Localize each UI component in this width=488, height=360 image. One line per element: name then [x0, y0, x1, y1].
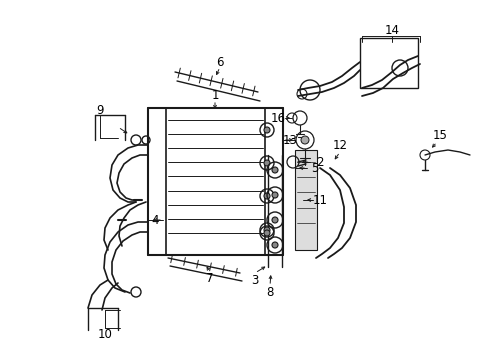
Circle shape: [271, 192, 278, 198]
Text: 2: 2: [316, 156, 323, 168]
Text: 7: 7: [206, 271, 213, 284]
Text: 6: 6: [216, 55, 224, 68]
Circle shape: [264, 160, 269, 166]
Text: 13: 13: [282, 134, 297, 147]
Bar: [359, 38, 417, 88]
Text: 11: 11: [312, 194, 327, 207]
Text: 4: 4: [151, 213, 159, 226]
Text: 12: 12: [332, 139, 347, 152]
Circle shape: [271, 242, 278, 248]
Circle shape: [271, 167, 278, 173]
Text: 3: 3: [251, 274, 258, 287]
Text: 5: 5: [311, 162, 318, 175]
Text: 8: 8: [266, 285, 273, 298]
Bar: [294, 150, 316, 250]
Text: 16: 16: [270, 112, 285, 125]
Circle shape: [271, 217, 278, 223]
Text: 10: 10: [98, 328, 112, 342]
Text: 15: 15: [432, 129, 447, 141]
Circle shape: [264, 193, 269, 199]
Circle shape: [301, 136, 308, 144]
Circle shape: [264, 127, 269, 133]
Text: 1: 1: [211, 89, 218, 102]
Circle shape: [264, 230, 269, 236]
Circle shape: [264, 227, 269, 233]
Text: 9: 9: [96, 104, 103, 117]
Text: 14: 14: [384, 23, 399, 36]
